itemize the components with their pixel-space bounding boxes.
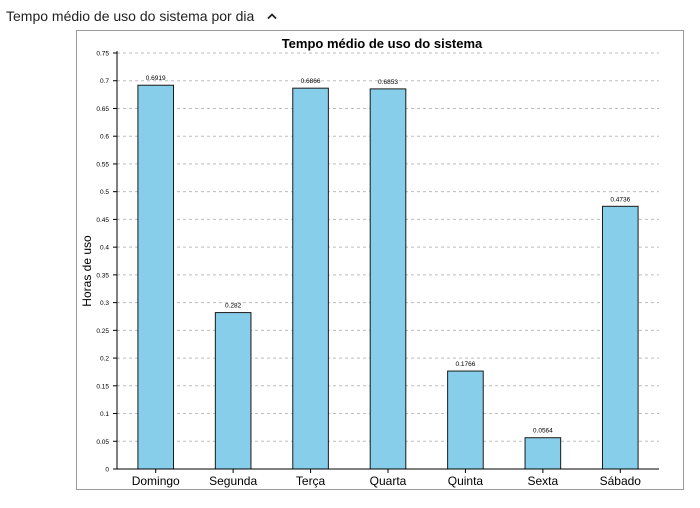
bar [447,370,484,470]
bar [214,312,252,470]
panel-header: Tempo médio de uso do sistema por dia [6,8,280,24]
bar-value-label: 0.6866 [301,78,321,85]
x-tick-label: Terça [296,474,326,488]
y-tick-label: 0.65 [96,106,109,113]
bar [292,87,329,470]
y-tick-label: 0.4 [100,245,109,252]
bar [601,205,639,470]
x-tick-label: Sexta [528,474,559,488]
y-tick-label: 0.5 [100,189,109,196]
bar-value-label: 0.6853 [378,79,398,86]
y-axis-label: Horas de uso [80,235,94,307]
y-tick-label: 0.15 [96,383,109,390]
x-tick-label: Domingo [132,474,180,488]
bar-value-label: 0.0564 [533,428,553,435]
bar [137,84,175,470]
y-tick-label: 0.55 [96,161,109,168]
bar-chart: Tempo médio de uso do sistema Horas de u… [80,36,659,488]
bar-value-label: 0.1766 [455,361,475,368]
x-tick-label: Segunda [209,474,257,488]
y-tick-label: 0.7 [100,78,109,85]
chart-title: Tempo médio de uso do sistema [282,36,483,51]
y-tick-label: 0.2 [100,356,109,363]
bar-value-label: 0.282 [225,303,242,310]
chevron-up-icon[interactable] [264,8,280,24]
x-tick-label: Sábado [600,474,642,488]
y-tick-label: 0.1 [100,411,109,418]
y-tick-label: 0.25 [96,328,109,335]
bar-value-label: 0.4736 [610,196,630,203]
y-tick-label: 0 [105,467,109,474]
y-tick-label: 0.75 [96,51,109,58]
x-tick-label: Quarta [370,474,407,488]
bar [369,88,407,470]
x-tick-label: Quinta [448,474,484,488]
bar-value-label: 0.6919 [146,75,166,82]
y-tick-label: 0.35 [96,272,109,279]
chart-container: Tempo médio de uso do sistema Horas de u… [76,30,684,490]
y-tick-label: 0.05 [96,439,109,446]
panel-title: Tempo médio de uso do sistema por dia [6,8,255,24]
y-tick-label: 0.6 [100,134,109,141]
bar [524,437,562,470]
y-tick-label: 0.45 [96,217,109,224]
y-tick-label: 0.3 [100,300,109,307]
